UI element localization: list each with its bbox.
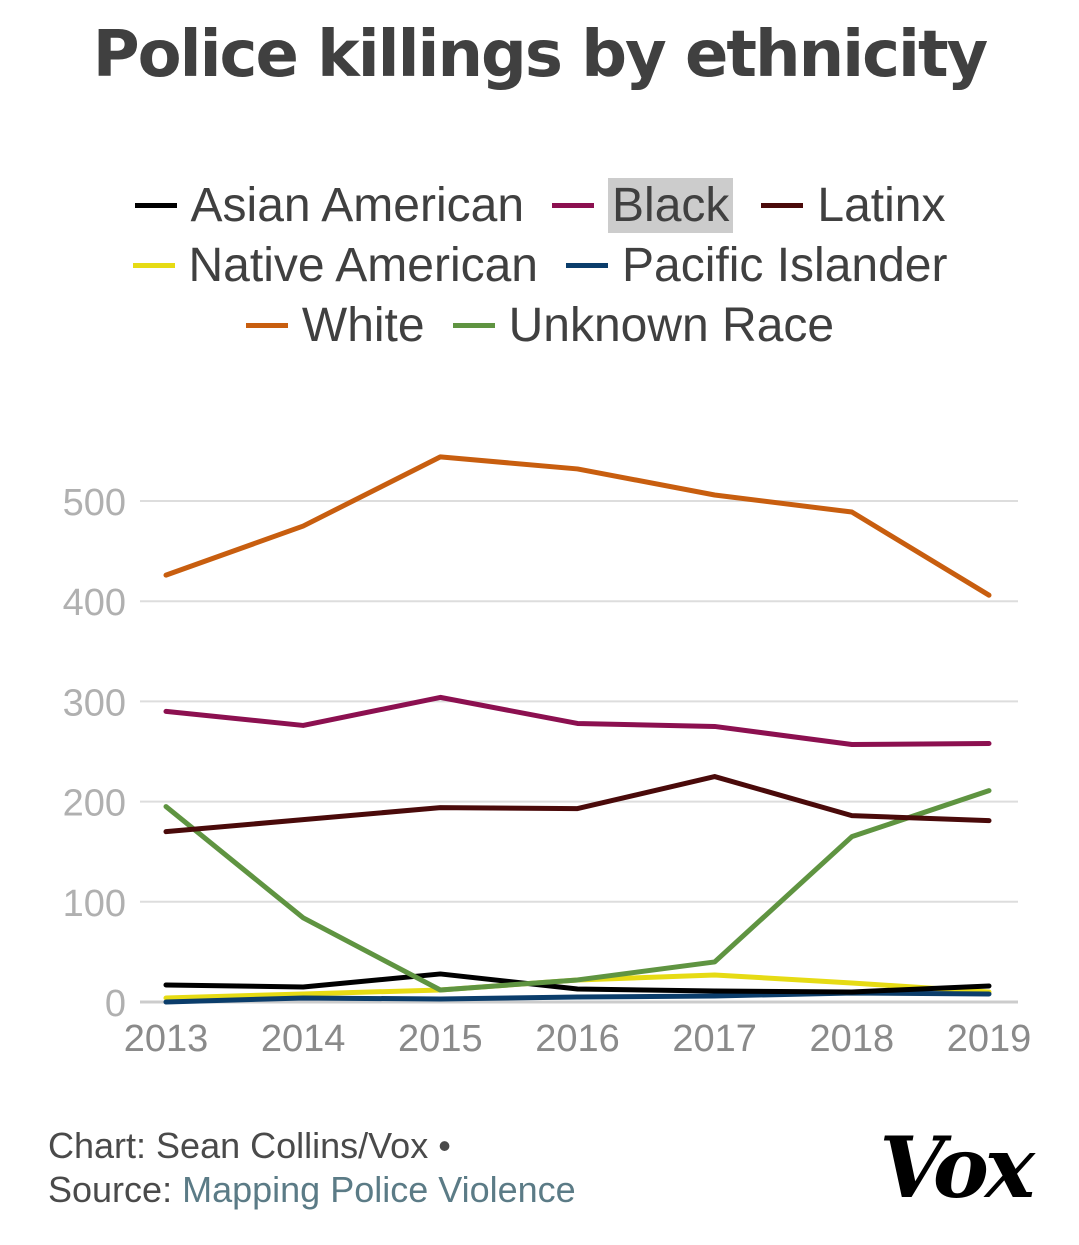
legend-item: Black xyxy=(552,178,734,233)
y-tick-label: 200 xyxy=(63,783,126,825)
legend-item: White xyxy=(245,298,425,353)
legend-swatch xyxy=(761,203,804,208)
legend-swatch xyxy=(566,263,608,268)
legend-label: Asian American xyxy=(190,179,525,232)
legend-label: Black xyxy=(608,178,734,233)
legend-row: Asian American Black Latinx xyxy=(20,178,1060,233)
series-line-black xyxy=(163,694,992,747)
vox-logo: Vox xyxy=(879,1118,1035,1217)
x-tick-label: 2013 xyxy=(124,1018,209,1060)
y-tick-label: 500 xyxy=(63,482,126,524)
x-tick-label: 2019 xyxy=(947,1018,1032,1060)
legend-item: Latinx xyxy=(761,178,945,233)
source-line: Source: Mapping Police Violence xyxy=(48,1168,576,1212)
legend-swatch xyxy=(245,323,288,328)
legend-row: White Unknown Race xyxy=(20,298,1060,353)
legend-swatch xyxy=(134,203,177,208)
line-chart: 0 100 200 300 400 500 2013 2014 2015 2016 2017 2018… xyxy=(63,454,1032,1060)
x-tick-label: 2015 xyxy=(398,1018,483,1060)
legend-label: Unknown Race xyxy=(508,299,835,352)
y-tick-label: 400 xyxy=(63,582,126,624)
x-tick-label: 2014 xyxy=(261,1018,346,1060)
y-tick-label: 100 xyxy=(63,883,126,925)
source-label: Source: xyxy=(48,1169,173,1210)
chart-title: Police killings by ethnicity xyxy=(92,18,989,92)
x-tick-label: 2017 xyxy=(672,1018,757,1060)
legend-row: Native American Pacific Islander xyxy=(20,238,1060,293)
chart-credit: Chart: Sean Collins/Vox • xyxy=(48,1125,451,1166)
footer: Chart: Sean Collins/Vox • Source: Mappin… xyxy=(48,1124,576,1212)
legend-label: Latinx xyxy=(817,179,946,232)
legend-item: Asian American xyxy=(134,178,525,233)
legend-item: Pacific Islander xyxy=(566,238,947,293)
legend-swatch xyxy=(552,203,595,208)
series-line-latinx xyxy=(163,774,992,835)
legend-label: White xyxy=(301,299,425,352)
y-tick-label: 0 xyxy=(105,983,126,1025)
series-line-asian-american xyxy=(163,971,992,995)
source-link[interactable]: Mapping Police Violence xyxy=(182,1169,576,1210)
series-line-white xyxy=(163,454,992,598)
legend-item: Unknown Race xyxy=(452,298,835,353)
x-tick-label: 2018 xyxy=(810,1018,895,1060)
x-tick-label: 2016 xyxy=(535,1018,620,1060)
legend-item: Native American xyxy=(132,238,538,293)
legend-swatch xyxy=(132,263,175,268)
y-tick-label: 300 xyxy=(63,682,126,724)
legend-label: Native American xyxy=(188,239,538,292)
series-line-unknown-race xyxy=(163,788,992,993)
legend-label: Pacific Islander xyxy=(622,239,948,292)
legend-swatch xyxy=(452,323,495,328)
